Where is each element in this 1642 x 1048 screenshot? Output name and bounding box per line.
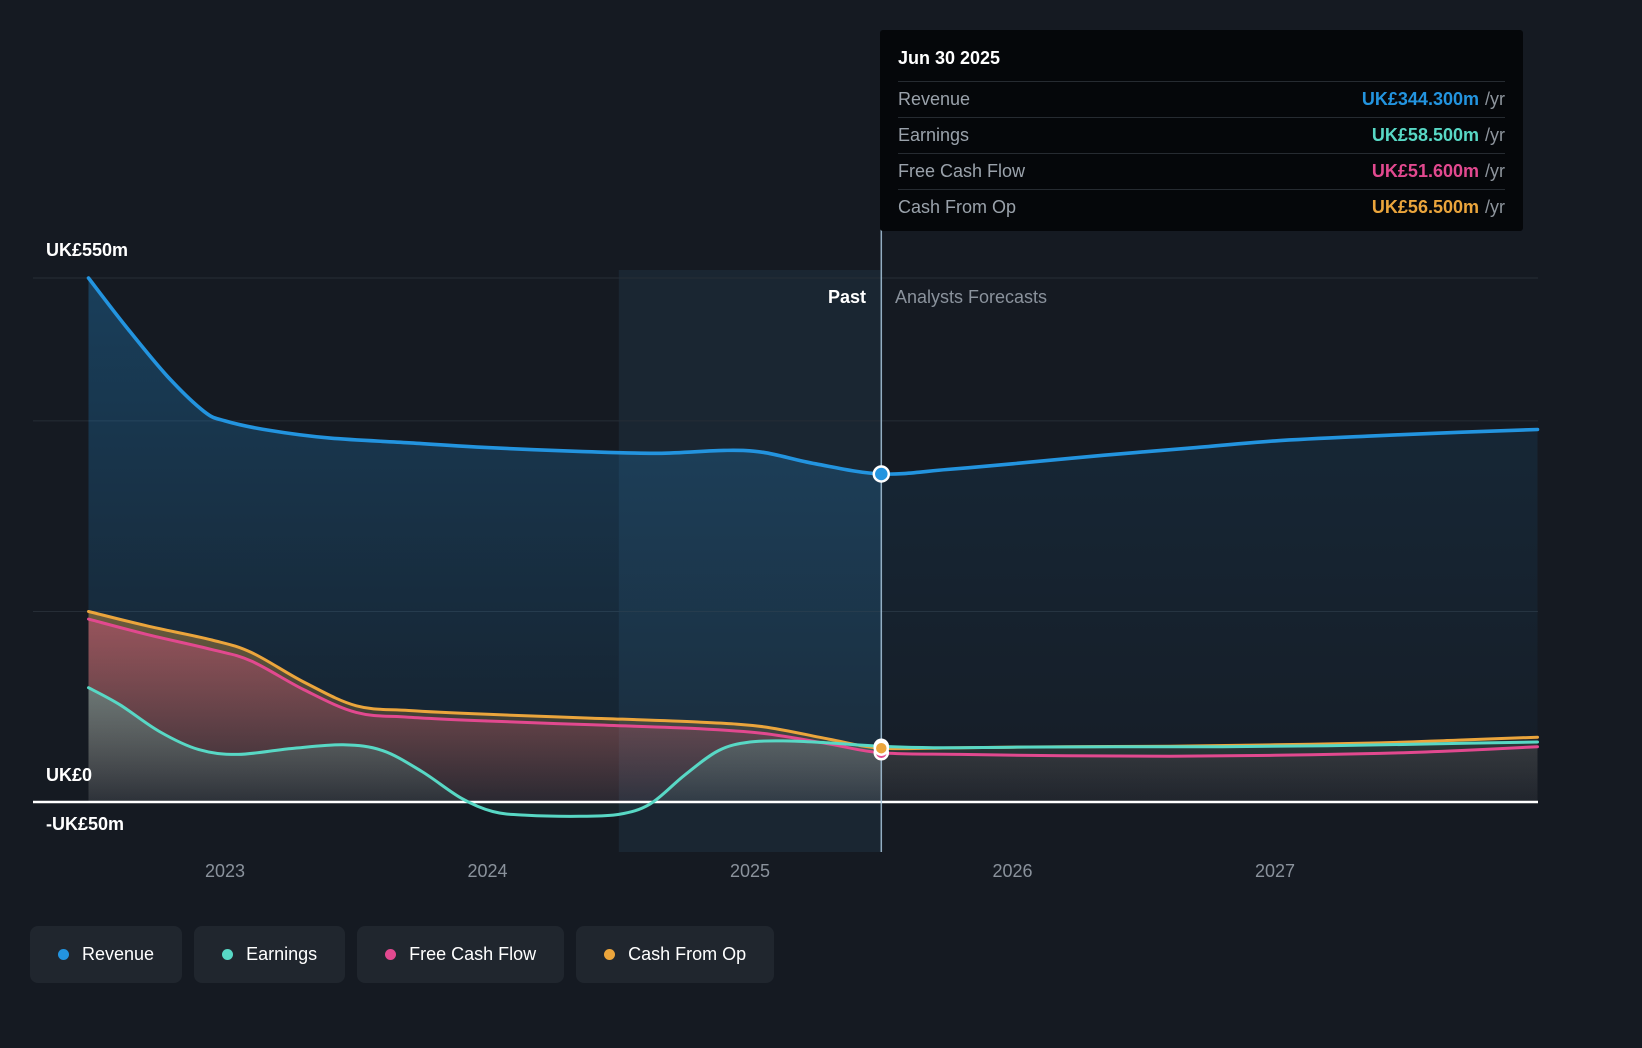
- tooltip-row-label: Cash From Op: [898, 197, 1017, 217]
- revenue-area-forecast: [881, 429, 1538, 802]
- cash-from-op-legend-dot-icon: [604, 949, 616, 960]
- legend-item-cash-from-op[interactable]: Cash From Op: [576, 926, 775, 983]
- tooltip-row-suffix: /yr: [1485, 197, 1505, 217]
- tooltip-row-free-cash-flow: Free Cash Flow UK£51.600m/yr: [898, 153, 1505, 189]
- tooltip-row-label: Revenue: [898, 89, 971, 109]
- free-cash-flow-legend-dot-icon: [385, 949, 397, 960]
- tooltip-row-value-group: UK£58.500m/yr: [1372, 125, 1505, 146]
- earnings-line: [87, 686, 1539, 818]
- tooltip-row-value: UK£344.300m: [1361, 89, 1479, 109]
- legend-item-label: Revenue: [82, 944, 155, 964]
- legend-item-revenue[interactable]: Revenue: [30, 926, 183, 983]
- tooltip-row-label: Earnings: [898, 125, 970, 145]
- legend-item-label: Cash From Op: [628, 944, 747, 964]
- free-cash-flow-line: [87, 617, 1539, 758]
- revenue-marker: [872, 465, 891, 483]
- revenue-line: [86, 276, 1540, 476]
- tooltip-row-value: UK£56.500m: [1371, 197, 1479, 217]
- x-tick-2027: 2027: [1254, 861, 1296, 881]
- x-tick-2024: 2024: [467, 861, 508, 881]
- tooltip-date: Jun 30 2025: [898, 48, 1001, 68]
- x-tick-2023: 2023: [204, 861, 246, 881]
- x-tick-2026: 2026: [992, 861, 1033, 881]
- revenue-legend-dot-icon: [58, 949, 69, 960]
- legend: Revenue Earnings Free Cash Flow Cash From O…: [30, 926, 775, 983]
- tooltip-row-cash-from-op: Cash From Op UK£56.500m/yr: [898, 189, 1505, 225]
- tooltip-row-earnings: Earnings UK£58.500m/yr: [898, 117, 1505, 153]
- tooltip-row-value: UK£51.600m: [1371, 161, 1479, 181]
- legend-item-free-cash-flow[interactable]: Free Cash Flow: [357, 926, 565, 983]
- tooltip-row-value: UK£58.500m: [1371, 125, 1479, 145]
- y-axis-label-550m: UK£550m: [46, 240, 129, 260]
- earnings-legend-dot-icon: [222, 949, 234, 960]
- legend-item-label: Earnings: [246, 944, 318, 964]
- legend-item-label: Free Cash Flow: [409, 944, 537, 964]
- tooltip-row-value-group: UK£51.600m/yr: [1372, 161, 1505, 182]
- tooltip-row-revenue: Revenue UK£344.300m/yr: [898, 81, 1505, 117]
- x-tick-2025: 2025: [729, 861, 771, 881]
- past-label: Past: [827, 287, 866, 307]
- forecast-label: Analysts Forecasts: [895, 287, 1048, 307]
- tooltip-row-value-group: UK£56.500m/yr: [1372, 197, 1505, 218]
- legend-item-earnings[interactable]: Earnings: [194, 926, 346, 983]
- earnings-area-past: [88, 687, 882, 817]
- tooltip: Jun 30 2025 Revenue UK£344.300m/yr Earning…: [880, 30, 1523, 231]
- tooltip-row-label: Free Cash Flow: [898, 161, 1026, 181]
- y-axis-label-neg50m: -UK£50m: [46, 814, 125, 834]
- tooltip-row-suffix: /yr: [1485, 125, 1505, 145]
- y-axis-label-zero: UK£0: [46, 765, 93, 785]
- tooltip-rows: Revenue UK£344.300m/yr Earnings UK£58.500m /…: [898, 81, 1505, 225]
- tooltip-row-suffix: /yr: [1485, 89, 1505, 109]
- cash-from-op-marker: [873, 740, 890, 756]
- tooltip-row-value-group: UK£344.300m/yr: [1362, 89, 1505, 110]
- tooltip-row-suffix: /yr: [1485, 161, 1505, 181]
